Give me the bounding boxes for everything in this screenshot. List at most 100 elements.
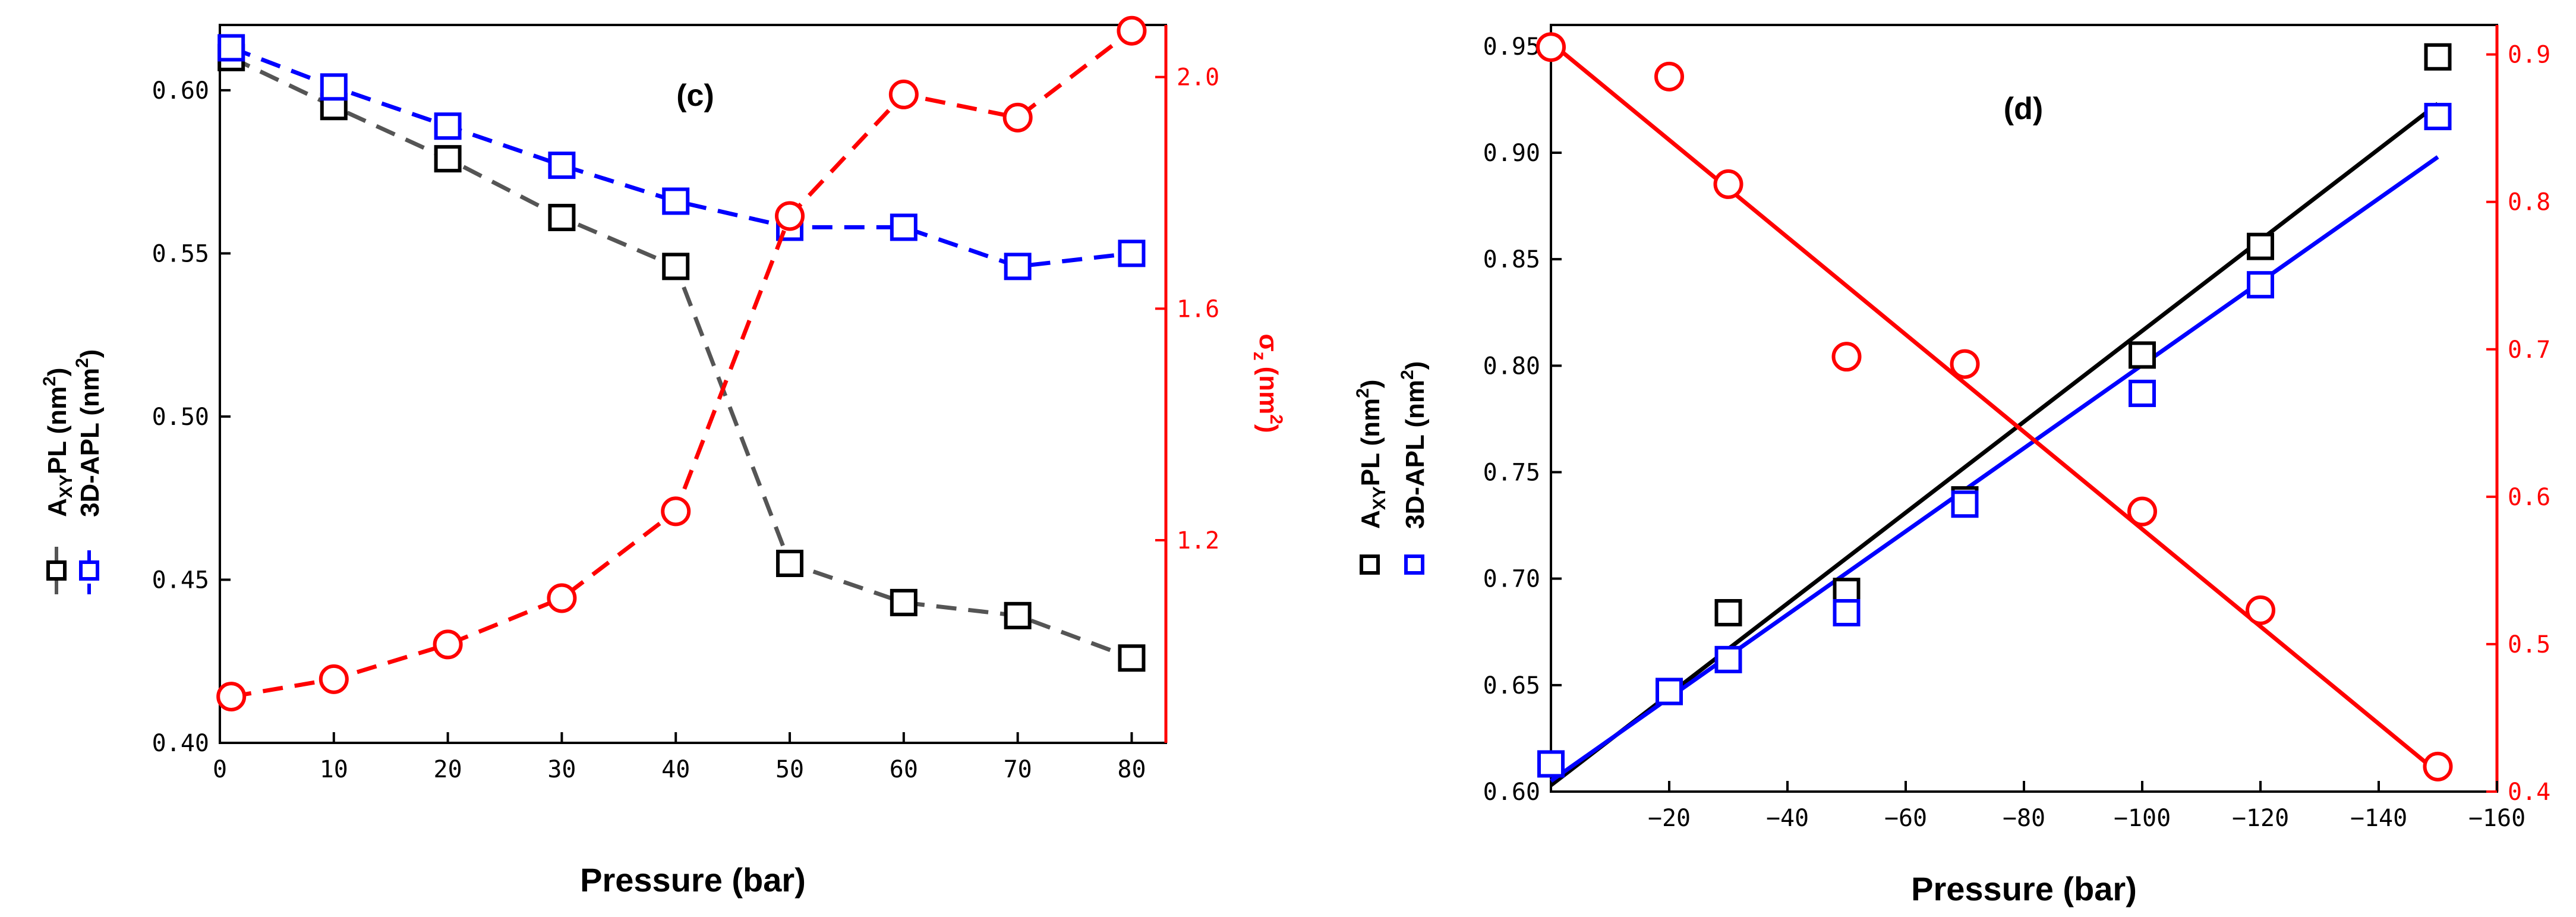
y-tick-label: 0.55 [152,240,209,267]
series-line-3dapl [230,46,1132,269]
y-tick-label: 0.95 [1483,33,1540,61]
data-point-axypl [890,588,917,616]
panel-c-label: (c) [676,78,714,113]
x-tick-label: −140 [2350,805,2407,832]
series-line-z [231,29,1133,699]
x-tick-label: 0 [213,756,227,783]
y2-tick-label: 2.0 [1177,64,1219,92]
y-tick-label: 0.80 [1483,352,1540,380]
data-point-3dapl [2247,271,2274,299]
x-tick-label: −160 [2468,805,2525,832]
y-tick-label: 0.70 [1483,566,1540,593]
x-tick-label: −20 [1648,805,1691,832]
panel-c-chart: 0 10 20 30 40 50 60 70 80 0.40 0.45 0.50 0.55 0.60 1… [40,15,1286,899]
x-tick-label: 30 [547,756,576,783]
x-tick-label: 10 [320,756,348,783]
fit-line-3dapl [1549,155,2439,783]
panel-d-x-ticks: −20 −40 −60 −80 −100 −120 −140 −160 [1648,781,2525,832]
y-tick-label: 0.50 [152,404,209,431]
panel-c-frame [219,24,1167,744]
data-point-3dapl [2129,379,2156,407]
panel-d-y2-ticks: 0.4 0.5 0.6 0.7 0.8 0.9 [2486,42,2550,806]
x-tick-label: 70 [1004,756,1032,783]
data-point-axypl [2129,341,2156,369]
panel-d-legend-marker-apl [1404,554,1424,575]
data-point-sigma [775,201,805,231]
y2-tick-label: 0.5 [2508,631,2550,658]
y2-tick-label: 0.6 [2508,484,2550,511]
data-point-3dapl [1833,599,1861,626]
data-point-sigma [1002,102,1033,133]
y2-tick-label: 1.6 [1177,295,1219,323]
panel-c-plot-area [216,15,1147,712]
panel-d-plot-area [1536,32,2453,787]
data-point-sigma [547,583,577,613]
panel-d-y-ticks: 0.60 0.65 0.70 0.75 0.80 0.85 0.90 0.95 [1483,33,1562,806]
data-point-3dapl [1951,490,1979,518]
data-point-sigma [2423,751,2453,782]
fit-line-z [1549,41,2439,774]
y2-tick-label: 1.2 [1177,527,1219,554]
y-tick-label: 0.90 [1483,140,1540,167]
y2-tick-label: 0.8 [2508,189,2550,216]
panel-c-legend-marker-apl [79,560,99,581]
data-point-sigma [1654,61,1684,92]
y2-tick-label: 0.7 [2508,336,2550,364]
y-tick-label: 0.45 [152,566,209,594]
y2-tick-label: 0.9 [2508,42,2550,69]
data-point-sigma [888,79,919,109]
data-point-3dapl [320,73,348,101]
x-tick-label: 40 [661,756,690,783]
data-point-3dapl [1656,677,1683,705]
panel-d-legend-label-axyp: AXYPL (nm2) [1353,380,1389,529]
panel-c-legend-label-axyp: AXYPL (nm2) [40,368,76,517]
panel-d-xlabel: Pressure (bar) [1911,870,2137,907]
data-point-sigma [1713,169,1743,199]
data-point-3dapl [217,34,245,62]
data-point-3dapl [1714,645,1742,673]
x-tick-label: −40 [1766,805,1809,832]
data-point-sigma [1950,349,1980,379]
data-point-sigma [319,664,349,694]
data-point-axypl [2424,43,2452,71]
panel-c-ylabel-group: AXYPL (nm2) 3D-APL (nm2) [40,349,105,594]
data-point-sigma [1536,32,1566,62]
x-tick-label: 50 [775,756,804,783]
y-tick-label: 0.40 [152,730,209,757]
panel-c-legend-label-apl: 3D-APL (nm2) [72,349,105,517]
data-point-3dapl [662,187,690,215]
data-point-axypl [776,550,804,577]
series-line-axypl [230,55,1133,660]
y-tick-label: 0.85 [1483,246,1540,273]
data-point-3dapl [890,213,917,241]
data-point-axypl [662,253,690,281]
data-point-3dapl [434,112,462,140]
data-point-axypl [548,203,576,231]
x-tick-label: 20 [434,756,462,783]
data-point-axypl [434,145,462,173]
panel-c-legend-marker-axyp [46,560,67,581]
x-tick-label: −80 [2003,805,2045,832]
panel-d-label: (d) [2004,92,2043,126]
data-point-3dapl [2424,103,2452,131]
x-tick-label: −100 [2114,805,2171,832]
data-point-axypl [2247,232,2274,260]
panel-c-xlabel: Pressure (bar) [580,861,806,899]
data-point-sigma [1117,15,1147,46]
y-tick-label: 0.60 [152,77,209,105]
y-tick-label: 0.60 [1483,779,1540,806]
panel-c-x-ticks: 0 10 20 30 40 50 60 70 80 [213,732,1146,783]
data-point-axypl [1118,644,1146,672]
data-point-axypl [1714,599,1742,626]
x-tick-label: 60 [890,756,918,783]
panel-c-y2-ticks: 1.2 1.6 2.0 [1155,64,1219,554]
data-point-3dapl [1004,253,1032,281]
data-point-sigma [433,629,463,660]
data-point-sigma [2246,595,2275,625]
data-point-sigma [2127,496,2157,527]
x-tick-label: −120 [2232,805,2289,832]
y-tick-label: 0.75 [1483,459,1540,487]
fit-line-axypl [1549,102,2439,787]
panel-d-legend-marker-axyp [1360,554,1380,575]
data-point-3dapl [1118,240,1146,267]
